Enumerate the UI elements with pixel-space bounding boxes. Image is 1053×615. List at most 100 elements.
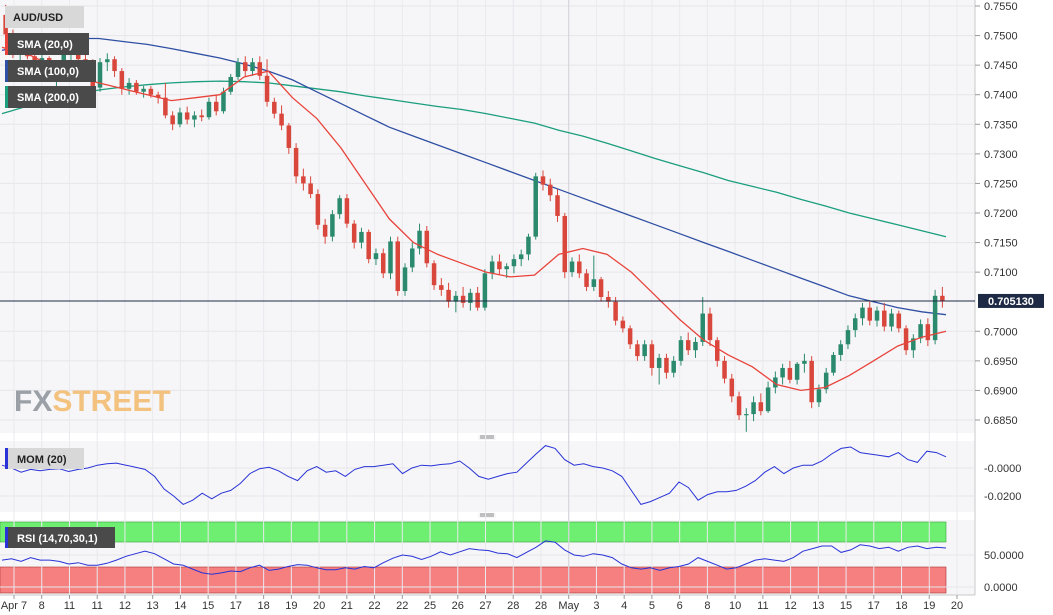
candle (700, 296, 705, 347)
x-tick-label: 12 (119, 600, 131, 612)
candle (105, 53, 110, 72)
x-tick-label: May (558, 600, 579, 612)
candle (569, 257, 575, 277)
mom-resize-handle[interactable] (478, 435, 496, 440)
candle (787, 360, 793, 384)
candle (722, 356, 727, 384)
candle (460, 286, 466, 308)
candle (293, 143, 299, 184)
candle (206, 97, 212, 120)
candle (925, 318, 931, 347)
x-tick-label: 11 (64, 600, 75, 612)
candle (620, 316, 626, 333)
candle (112, 56, 117, 77)
candle (417, 223, 422, 255)
candle (649, 340, 655, 376)
candle (707, 307, 713, 347)
candle (279, 105, 284, 131)
sma200-path (1, 80, 947, 238)
candle (606, 291, 611, 308)
candle (344, 194, 350, 228)
x-axis-ticks: Apr 7 8 11 11 12 13 14 15 17 18 19 20 21 22 22 25 26 27 28… (1, 595, 963, 612)
candle (431, 260, 437, 290)
sma200-line (1, 80, 947, 238)
candle (729, 373, 735, 403)
sma20-path (1, 46, 947, 392)
candle (250, 58, 255, 76)
candle (940, 286, 945, 308)
price-tick-label: 0.7500 (984, 31, 1018, 43)
candle (482, 269, 488, 311)
candle (823, 367, 829, 394)
rsi-path (1, 540, 947, 575)
candle (889, 308, 894, 332)
x-tick-label: 19 (285, 600, 297, 612)
sma100-path (1, 37, 947, 316)
candle (301, 168, 306, 191)
x-tick-label: 19 (923, 600, 935, 612)
mom-path (1, 445, 947, 505)
x-tick-label: 20 (951, 600, 963, 612)
candle (903, 325, 909, 355)
y-axis-ticks: 0.7550 0.7500 0.7450 0.7400 0.7350 0.7300 0.72… (975, 1, 1024, 594)
x-tick-label: 14 (174, 600, 186, 612)
mom-tag[interactable]: MOM (20) (5, 448, 84, 469)
mom-line (1, 445, 947, 505)
x-tick-label: 5 (649, 600, 655, 612)
candle (758, 393, 764, 416)
candle (809, 356, 814, 409)
sma20-tag[interactable]: SMA (20,0) (5, 33, 89, 55)
candle (613, 296, 618, 326)
candle (351, 220, 357, 249)
candle (577, 254, 582, 279)
rsi-resize-handle[interactable] (478, 513, 496, 518)
candle (388, 236, 393, 280)
candle (126, 78, 132, 95)
candle (526, 233, 531, 261)
candle (402, 263, 408, 296)
x-tick-label: 22 (368, 600, 380, 612)
candle (656, 353, 662, 385)
candle (337, 195, 342, 219)
candle (468, 288, 473, 311)
rsi-line (1, 540, 947, 575)
candle (671, 356, 676, 378)
candle (932, 289, 938, 345)
x-tick-label: 3 (593, 600, 599, 612)
rsi-label: RSI (14,70,30,1) (17, 533, 98, 545)
candle (911, 334, 916, 358)
price-tick-label: 0.7400 (984, 90, 1018, 102)
candle (315, 189, 321, 230)
price-tick-label: 0.7000 (984, 326, 1018, 338)
candle (184, 106, 190, 125)
sma100-tag[interactable]: SMA (100,0) (5, 60, 96, 82)
sma200-tag[interactable]: SMA (200,0) (5, 86, 96, 108)
rsi-tick-label: 50.0000 (984, 550, 1024, 562)
candle (322, 218, 328, 244)
candle (97, 58, 103, 92)
price-tick-label: 0.7100 (984, 267, 1018, 279)
candle (308, 176, 313, 199)
candle (598, 276, 604, 302)
candle (192, 111, 197, 128)
x-tick-label: 8 (704, 600, 710, 612)
candle (715, 337, 720, 367)
candle (831, 351, 836, 376)
candle (860, 302, 865, 326)
rsi-tag[interactable]: RSI (14,70,30,1) (5, 527, 115, 548)
x-tick-label: 11 (91, 600, 102, 612)
candle (199, 109, 204, 122)
price-tick-label: 0.6850 (984, 415, 1018, 427)
candle (664, 353, 669, 379)
x-tick-label: 20 (313, 600, 325, 612)
candle (562, 213, 568, 279)
x-tick-label: 21 (341, 600, 353, 612)
mom-tick-label: -0.0200 (984, 491, 1021, 503)
x-tick-label: 4 (621, 600, 627, 612)
x-tick-label: 18 (257, 600, 269, 612)
x-tick-label: 10 (729, 600, 741, 612)
x-tick-label: 13 (812, 600, 824, 612)
candle (882, 302, 887, 332)
rsi-tick-label: 0.0000 (984, 582, 1018, 594)
candle (497, 254, 502, 276)
